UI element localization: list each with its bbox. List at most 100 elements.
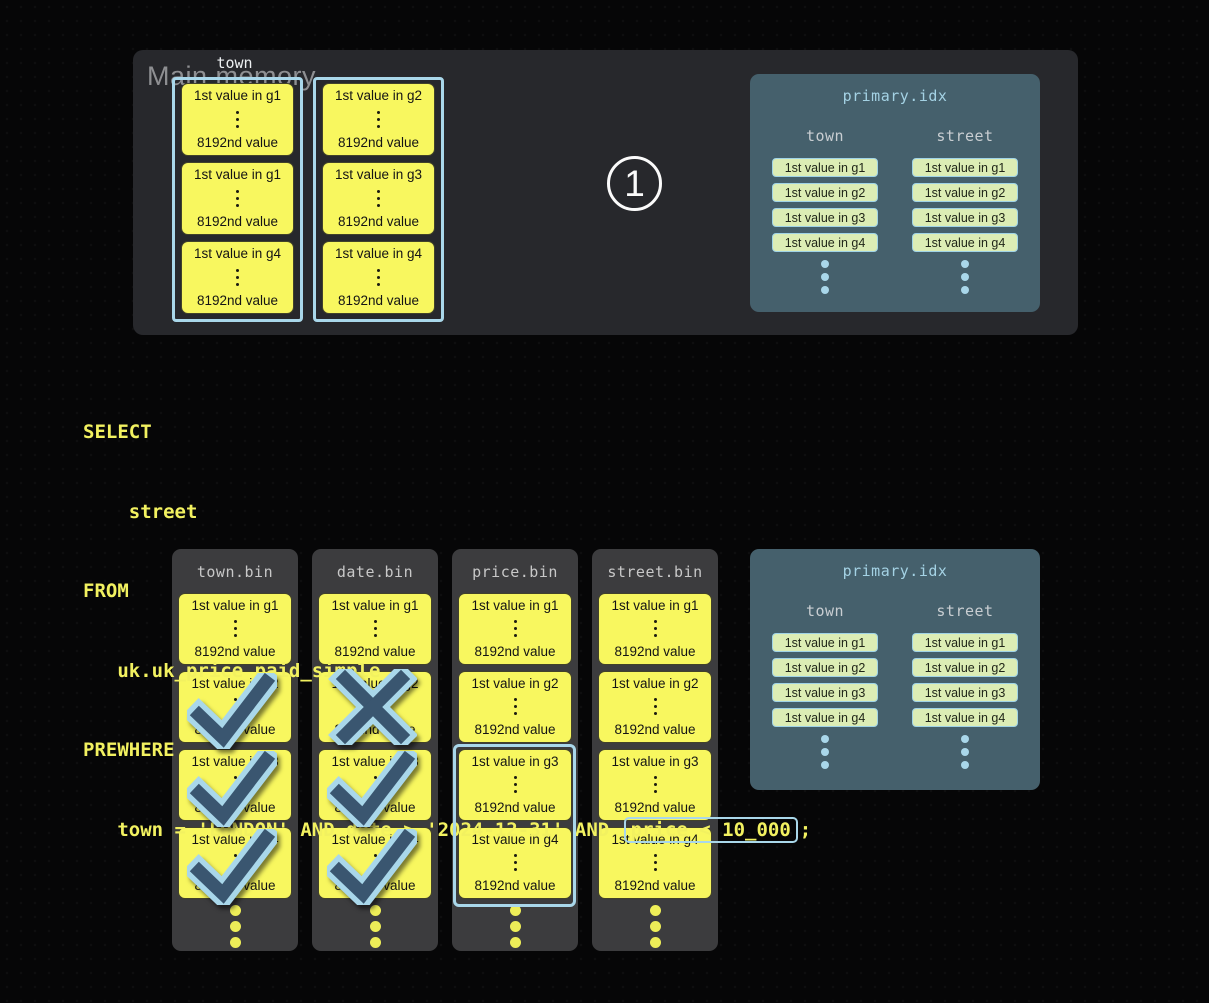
granule-bottom-value: 8192nd value [474,722,556,737]
idx-column-header: town [805,127,845,145]
vertical-ellipsis [233,854,237,857]
primary-idx-panel-top: primary.idx town 1st value in g1 1st val… [750,74,1040,312]
granule-bottom-value: 8192nd value [334,644,416,659]
vertical-ellipsis [377,189,380,193]
granule-top-value: 1st value in g2 [611,676,699,691]
vertical-ellipsis-dots [649,905,661,916]
primary-idx-columns: town 1st value in g1 1st value in g2 1st… [750,602,1040,775]
vertical-ellipsis-dots [509,905,521,916]
granule-bottom-value: 8192nd value [196,214,279,229]
check-icon [187,673,277,749]
granule-block: 1st value in g3 8192nd value [598,749,712,821]
sql-semicolon: ; [799,818,812,841]
granule-block: 1st value in g1 8192nd value [181,83,294,156]
granule-top-value: 1st value in g1 [193,167,282,182]
granule-bottom-value: 8192nd value [337,135,420,150]
bin-column-header: town.bin [196,563,274,581]
idx-column-town: town 1st value in g1 1st value in g2 1st… [772,602,878,775]
granule-block: 1st value in g1 8192nd value [318,593,432,665]
granule-bottom-value: 8192nd value [474,644,556,659]
granule-bottom-value: 8192nd value [614,878,696,893]
idx-chip: 1st value in g2 [912,183,1018,202]
vertical-ellipsis [513,854,517,857]
granule-top-value: 1st value in g1 [331,598,419,613]
check-icon [187,829,277,905]
granule-bottom-value: 8192nd value [194,644,276,659]
granule-bottom-value: 8192nd value [614,800,696,815]
bin-column-header: street.bin [607,563,703,581]
bin-column-price: price.bin 1st value in g1 8192nd value 1… [452,549,578,951]
idx-chip: 1st value in g3 [912,683,1018,702]
granule-block: 1st value in g4 8192nd value [181,241,294,314]
check-icon [187,751,277,827]
vertical-ellipsis-dots [821,260,829,268]
granule-top-value: 1st value in g4 [611,832,699,847]
granule-block: 1st value in g1 8192nd value [178,593,292,665]
sql-highlight-box: price < 10_000 [623,816,798,843]
idx-chip: 1st value in g3 [912,208,1018,227]
granule-top-value: 1st value in g2 [471,676,559,691]
bin-column-header: price.bin [472,563,558,581]
idx-chip: 1st value in g2 [772,183,878,202]
granule-range-highlight-box [453,744,576,907]
idx-chip: 1st value in g3 [772,208,878,227]
granule-top-value: 1st value in g3 [471,754,559,769]
vertical-ellipsis-dots [369,905,381,916]
vertical-ellipsis [513,698,517,701]
step-number: 1 [624,162,645,204]
cross-icon [328,669,417,745]
granule-top-value: 1st value in g4 [471,832,559,847]
idx-column-header: street [936,602,994,620]
vertical-ellipsis [233,620,237,623]
granule-bottom-value: 8192nd value [337,293,420,308]
idx-chip: 1st value in g1 [772,633,878,652]
granule-bottom-value: 8192nd value [474,878,556,893]
granule-bottom-value: 8192nd value [337,214,420,229]
granule-top-value: 1st value in g1 [193,88,282,103]
granule-top-value: 1st value in g4 [193,246,282,261]
main-memory-panel: Main memory town 1st value in g1 8192nd … [133,50,1078,335]
granule-bottom-value: 8192nd value [474,800,556,815]
granule-block: 1st value in g1 8192nd value [598,593,712,665]
vertical-ellipsis [513,620,517,623]
town-column-label: town [216,54,253,72]
granule-top-value: 1st value in g1 [611,598,699,613]
vertical-ellipsis-dots [961,735,969,743]
idx-column-street: street 1st value in g1 1st value in g2 1… [912,602,1018,775]
vertical-ellipsis [653,698,657,701]
vertical-ellipsis [377,268,380,272]
granule-block: 1st value in g2 8192nd value [598,671,712,743]
granule-top-value: 1st value in g2 [334,88,423,103]
vertical-ellipsis [653,620,657,623]
sql-line: SELECT [83,421,152,443]
bin-column-town: town.bin 1st value in g1 8192nd value 1s… [172,549,298,951]
granule-block: 1st value in g4 8192nd value [598,827,712,899]
bin-column-street: street.bin 1st value in g1 8192nd value … [592,549,718,951]
granule-bottom-value: 8192nd value [614,644,696,659]
sql-line: street [83,500,198,523]
granule-block: 1st value in g4 8192nd value [458,827,572,899]
granule-bottom-value: 8192nd value [196,135,279,150]
vertical-ellipsis-dots [229,905,241,916]
vertical-ellipsis [236,189,239,193]
idx-chip: 1st value in g1 [912,633,1018,652]
granule-block: 1st value in g2 8192nd value [322,83,435,156]
vertical-ellipsis [233,776,237,779]
vertical-ellipsis-dots [961,260,969,268]
vertical-ellipsis [653,854,657,857]
granule-bottom-value: 8192nd value [614,722,696,737]
granule-block: 1st value in g2 8192nd value [458,671,572,743]
vertical-ellipsis [513,776,517,779]
granule-block: 1st value in g3 8192nd value [322,162,435,235]
granule-block: 1st value in g1 8192nd value [458,593,572,665]
granule-top-value: 1st value in g1 [471,598,559,613]
granule-top-value: 1st value in g4 [334,246,423,261]
idx-chip: 1st value in g2 [912,658,1018,677]
vertical-ellipsis [377,110,380,114]
sql-line: uk.uk_price_paid_simple [83,659,381,682]
idx-column-header: street [936,127,994,145]
vertical-ellipsis-dots [821,735,829,743]
idx-chip: 1st value in g2 [772,658,878,677]
primary-idx-columns: town 1st value in g1 1st value in g2 1st… [750,127,1040,300]
